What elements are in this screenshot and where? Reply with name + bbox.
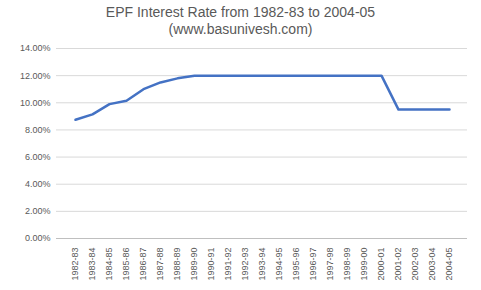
svg-text:6.00%: 6.00% — [25, 152, 51, 162]
svg-text:1995-96: 1995-96 — [291, 248, 301, 281]
svg-text:1987-88: 1987-88 — [155, 248, 165, 281]
svg-text:0.00%: 0.00% — [25, 233, 51, 243]
svg-text:2.00%: 2.00% — [25, 206, 51, 216]
svg-text:2000-01: 2000-01 — [376, 248, 386, 281]
svg-text:1999-00: 1999-00 — [359, 248, 369, 281]
svg-text:1994-95: 1994-95 — [274, 248, 284, 281]
svg-text:2002-03: 2002-03 — [410, 248, 420, 281]
svg-text:1988-89: 1988-89 — [172, 248, 182, 281]
svg-text:2001-02: 2001-02 — [393, 248, 403, 281]
svg-text:1993-94: 1993-94 — [257, 248, 267, 281]
svg-text:1996-97: 1996-97 — [308, 248, 318, 281]
svg-text:1990-91: 1990-91 — [206, 248, 216, 281]
html-text:EPF Interest Rate from 1982-83: EPF Interest Rate from 1982-83 to 2004-0… — [105, 4, 376, 20]
svg-text:1986-87: 1986-87 — [138, 248, 148, 281]
svg-text:1992-93: 1992-93 — [240, 248, 250, 281]
svg-text:1985-86: 1985-86 — [121, 248, 131, 281]
svg-text:1983-84: 1983-84 — [87, 248, 97, 281]
svg-text:14.00%: 14.00% — [20, 43, 51, 53]
svg-text:8.00%: 8.00% — [25, 125, 51, 135]
html-text:(www.basunivesh.com): (www.basunivesh.com) — [168, 21, 313, 37]
svg-text:1982-83: 1982-83 — [70, 248, 80, 281]
svg-text:2003-04: 2003-04 — [427, 248, 437, 281]
svg-text:12.00%: 12.00% — [20, 71, 51, 81]
svg-text:2004-05: 2004-05 — [444, 248, 454, 281]
svg-text:1997-98: 1997-98 — [325, 248, 335, 281]
svg-text:1998-99: 1998-99 — [342, 248, 352, 281]
svg-text:1991-92: 1991-92 — [223, 248, 233, 281]
svg-text:10.00%: 10.00% — [20, 98, 51, 108]
svg-text:4.00%: 4.00% — [25, 179, 51, 189]
svg-text:1989-90: 1989-90 — [189, 248, 199, 281]
svg-text:1984-85: 1984-85 — [104, 248, 114, 281]
